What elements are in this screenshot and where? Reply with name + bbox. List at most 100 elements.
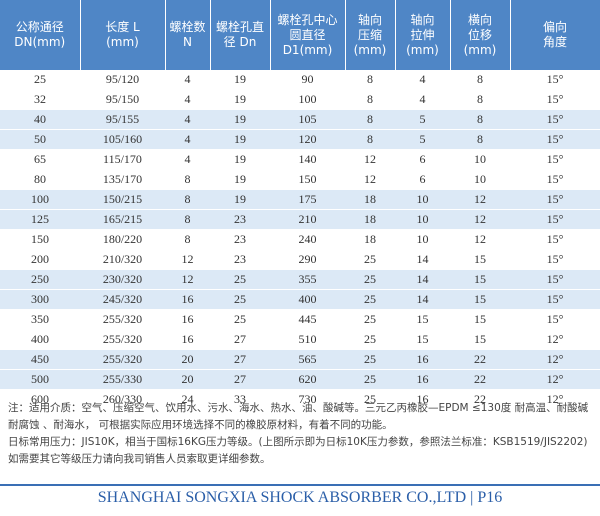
- cell: 12°: [510, 329, 600, 350]
- cell: 15: [395, 329, 450, 350]
- cell: 12: [165, 249, 210, 270]
- header-cell: 轴向 拉伸 (mm): [395, 0, 451, 70]
- cell: 95/120: [80, 70, 165, 90]
- cell: 8: [450, 129, 510, 150]
- cell: 175: [270, 189, 345, 210]
- cell: 10: [450, 169, 510, 190]
- cell: 22: [450, 369, 510, 390]
- table-row: 250 230/320 12 25 355 25 14 15 15°: [0, 269, 600, 290]
- table-row: 65 115/170 4 19 140 12 6 10 15°: [0, 149, 600, 170]
- cell: 15°: [510, 89, 600, 110]
- cell: 27: [210, 369, 270, 390]
- table-row: 32 95/150 4 19 100 8 4 8 15°: [0, 89, 600, 110]
- cell: 16: [395, 369, 450, 390]
- cell: 15°: [510, 149, 600, 170]
- cell: 19: [210, 189, 270, 210]
- cell: 12: [345, 169, 395, 190]
- cell: 15: [450, 249, 510, 270]
- cell: 445: [270, 309, 345, 330]
- header-line: 圆直径: [289, 27, 326, 42]
- cell: 4: [395, 89, 450, 110]
- cell: 350: [0, 309, 80, 330]
- cell: 5: [395, 129, 450, 150]
- cell: 15: [450, 289, 510, 310]
- cell: 450: [0, 349, 80, 370]
- header-line: 公称通径: [15, 20, 64, 34]
- table-row: 600 260/330 24 33 730 25 16 22 12°: [0, 389, 600, 410]
- cell: 8: [345, 89, 395, 110]
- cell: 15°: [510, 229, 600, 250]
- cell: 105/160: [80, 129, 165, 150]
- cell: 400: [0, 329, 80, 350]
- cell: 23: [210, 229, 270, 250]
- cell: 12: [345, 149, 395, 170]
- cell: 32: [0, 89, 80, 110]
- note: 日标常用压力：JIS10K，相当于国标16KG压力等级。(上图所示即为日标10K…: [8, 436, 588, 465]
- header-cell: 螺栓孔直径 Dn: [210, 0, 271, 70]
- cell: 4: [395, 70, 450, 90]
- header-line: 径 Dn: [223, 35, 257, 49]
- cell: 25: [0, 70, 80, 90]
- cell: 25: [345, 349, 395, 370]
- header-line: 轴向: [410, 12, 435, 27]
- header-cell: 长度 L (mm): [80, 0, 166, 70]
- cell: 50: [0, 129, 80, 150]
- cell: 140: [270, 149, 345, 170]
- cell: 19: [210, 109, 270, 130]
- spec-table: 公称通径 DN(mm) 长度 L (mm) 螺栓数 N 螺栓孔直径 Dn 螺栓孔中心 圆直径 D1…: [0, 0, 600, 410]
- cell: 4: [165, 89, 210, 110]
- cell: 105: [270, 109, 345, 130]
- cell: 25: [210, 309, 270, 330]
- cell: 95/155: [80, 109, 165, 130]
- cell: 18: [345, 209, 395, 230]
- table-row: 80 135/170 8 19 150 12 6 10 15°: [0, 169, 600, 190]
- cell: 22: [450, 349, 510, 370]
- table-row: 450 255/320 20 27 565 25 16 22 12°: [0, 349, 600, 370]
- cell: 150: [0, 229, 80, 250]
- cell: 565: [270, 349, 345, 370]
- cell: 150: [270, 169, 345, 190]
- cell: 8: [450, 89, 510, 110]
- cell: 15°: [510, 209, 600, 230]
- header-line: 压缩: [357, 27, 382, 42]
- cell: 12: [165, 269, 210, 290]
- cell: 14: [395, 289, 450, 310]
- header-line: 横向: [467, 12, 492, 27]
- cell: 18: [345, 229, 395, 250]
- cell: 8: [345, 129, 395, 150]
- cell: 20: [165, 369, 210, 390]
- header-line: D1(mm): [282, 42, 333, 57]
- cell: 6: [395, 169, 450, 190]
- cell: 15°: [510, 309, 600, 330]
- cell: 18: [345, 189, 395, 210]
- cell: 255/330: [80, 369, 165, 390]
- table-row: 500 255/330 20 27 620 25 16 22 12°: [0, 369, 600, 390]
- header-line: (mm): [463, 42, 497, 57]
- cell: 16: [165, 329, 210, 350]
- cell: 14: [395, 269, 450, 290]
- cell: 15°: [510, 169, 600, 190]
- cell: 16: [165, 309, 210, 330]
- header-line: 角度: [542, 35, 567, 49]
- notes: 注：适用介质：空气、压缩空气、饮用水、污水、海水、热水、油、酸碱等。三元乙丙橡胶…: [8, 400, 596, 468]
- cell: 25: [345, 249, 395, 270]
- table-row: 50 105/160 4 19 120 8 5 8 15°: [0, 129, 600, 150]
- header-line: (mm): [406, 42, 439, 57]
- cell: 12°: [510, 389, 600, 410]
- cell: 230/320: [80, 269, 165, 290]
- cell: 135/170: [80, 169, 165, 190]
- header-cell: 偏向 角度: [510, 0, 600, 70]
- cell: 16: [395, 349, 450, 370]
- header-cell: 公称通径 DN(mm): [0, 0, 81, 70]
- cell: 240: [270, 229, 345, 250]
- cell: 290: [270, 249, 345, 270]
- cell: 300: [0, 289, 80, 310]
- table-row: 150 180/220 8 23 240 18 10 12 15°: [0, 229, 600, 250]
- header-line: N: [183, 35, 192, 49]
- cell: 27: [210, 349, 270, 370]
- cell: 95/150: [80, 89, 165, 110]
- cell: 12°: [510, 349, 600, 370]
- table-row: 100 150/215 8 19 175 18 10 12 15°: [0, 189, 600, 210]
- header-line: 拉伸: [410, 27, 435, 42]
- cell: 25: [345, 309, 395, 330]
